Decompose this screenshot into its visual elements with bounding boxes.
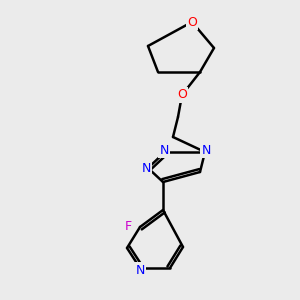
Text: O: O [187, 16, 197, 28]
Text: O: O [177, 88, 187, 101]
Text: N: N [141, 161, 151, 175]
Text: N: N [135, 263, 145, 277]
Text: N: N [159, 143, 169, 157]
Text: F: F [124, 220, 132, 232]
Text: N: N [201, 143, 211, 157]
